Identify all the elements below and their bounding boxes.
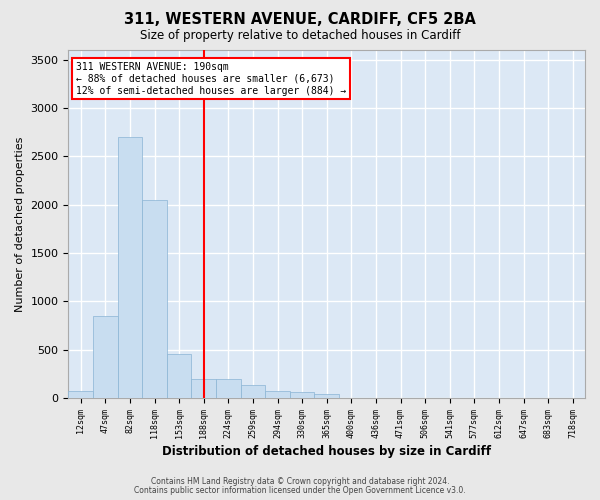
Text: Size of property relative to detached houses in Cardiff: Size of property relative to detached ho…	[140, 29, 460, 42]
Bar	[314, 394, 339, 398]
Bar	[191, 378, 216, 398]
Bar	[118, 137, 142, 398]
Bar	[290, 392, 314, 398]
X-axis label: Distribution of detached houses by size in Cardiff: Distribution of detached houses by size …	[162, 444, 491, 458]
Bar	[216, 380, 241, 398]
Bar	[68, 390, 93, 398]
Bar	[265, 390, 290, 398]
Text: Contains HM Land Registry data © Crown copyright and database right 2024.: Contains HM Land Registry data © Crown c…	[151, 477, 449, 486]
Text: 311 WESTERN AVENUE: 190sqm
← 88% of detached houses are smaller (6,673)
12% of s: 311 WESTERN AVENUE: 190sqm ← 88% of deta…	[76, 62, 346, 96]
Text: 311, WESTERN AVENUE, CARDIFF, CF5 2BA: 311, WESTERN AVENUE, CARDIFF, CF5 2BA	[124, 12, 476, 28]
Bar	[167, 354, 191, 398]
Bar	[142, 200, 167, 398]
Bar	[93, 316, 118, 398]
Bar	[241, 386, 265, 398]
Text: Contains public sector information licensed under the Open Government Licence v3: Contains public sector information licen…	[134, 486, 466, 495]
Y-axis label: Number of detached properties: Number of detached properties	[15, 136, 25, 312]
